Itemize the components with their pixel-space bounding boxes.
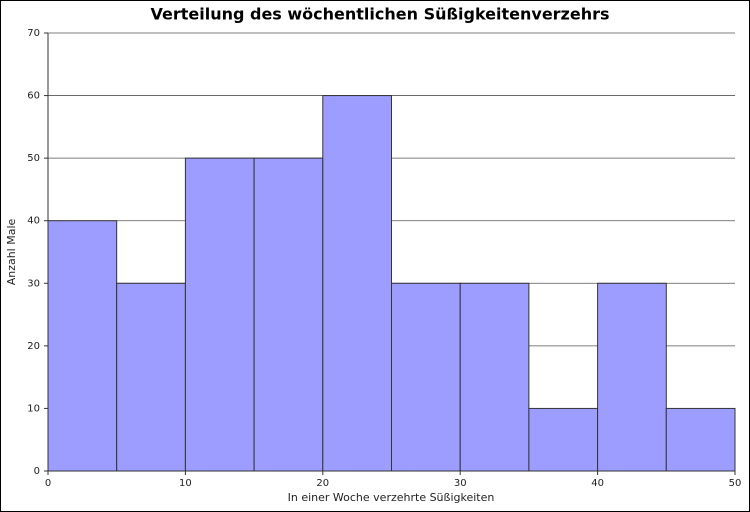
bar: [597, 282, 667, 472]
bar: [253, 157, 324, 472]
bar: [391, 282, 461, 472]
y-tick-label: 10: [27, 403, 40, 414]
bar: [528, 407, 599, 472]
y-axis-label: Anzahl Male: [5, 218, 18, 285]
bar: [184, 157, 255, 472]
y-tick-label: 20: [27, 341, 40, 352]
chart-title: Verteilung des wöchentlichen Süßigkeiten…: [150, 5, 609, 24]
bar: [116, 282, 186, 472]
bar: [665, 407, 736, 472]
bar: [459, 282, 530, 472]
bar: [47, 220, 118, 472]
x-tick-label: 10: [179, 478, 192, 489]
y-tick-label: 50: [27, 153, 40, 164]
y-tick-label: 70: [27, 28, 40, 39]
x-tick-label: 40: [591, 478, 604, 489]
y-tick-label: 30: [27, 278, 40, 289]
x-tick-label: 0: [45, 478, 51, 489]
x-tick-label: 20: [316, 478, 329, 489]
x-tick-label: 30: [454, 478, 467, 489]
x-axis-label: In einer Woche verzehrte Süßigkeiten: [288, 491, 495, 504]
y-tick-label: 40: [27, 216, 40, 227]
y-tick-label: 0: [34, 466, 40, 477]
y-tick-label: 60: [27, 91, 40, 102]
bar: [322, 95, 392, 472]
x-tick-label: 50: [729, 478, 742, 489]
